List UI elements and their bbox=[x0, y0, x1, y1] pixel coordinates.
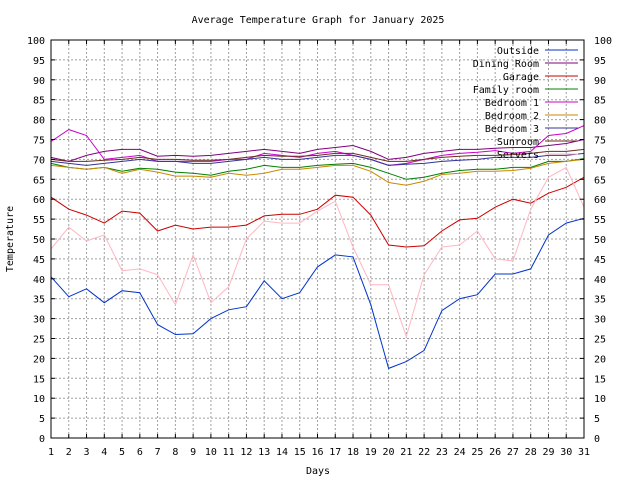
x-tick-label: 5 bbox=[119, 447, 125, 458]
y-tick-label-right: 100 bbox=[594, 36, 612, 47]
legend-label: Family room bbox=[473, 85, 539, 96]
y-axis-label: Temperature bbox=[5, 206, 16, 272]
y-tick-label-right: 35 bbox=[594, 295, 606, 306]
y-tick-label-right: 5 bbox=[594, 414, 600, 425]
y-tick-label: 100 bbox=[27, 36, 45, 47]
y-tick-label-right: 40 bbox=[594, 275, 606, 286]
y-tick-label-right: 85 bbox=[594, 96, 606, 107]
x-tick-label: 20 bbox=[383, 447, 395, 458]
x-tick-label: 9 bbox=[190, 447, 196, 458]
y-tick-label: 90 bbox=[33, 76, 45, 87]
x-tick-label: 6 bbox=[137, 447, 143, 458]
y-tick-label-right: 95 bbox=[594, 56, 606, 67]
series-line-bedroom-1 bbox=[50, 125, 585, 166]
y-tick-label: 0 bbox=[39, 434, 45, 445]
y-tick-label: 20 bbox=[33, 354, 45, 365]
x-tick-label: 10 bbox=[205, 447, 217, 458]
x-tick-label: 26 bbox=[489, 447, 501, 458]
x-tick-label: 13 bbox=[258, 447, 270, 458]
y-tick-label: 75 bbox=[33, 136, 45, 147]
y-tick-label-right: 20 bbox=[594, 354, 606, 365]
y-tick-label-right: 50 bbox=[594, 235, 606, 246]
legend-label: Bedroom 2 bbox=[485, 111, 539, 122]
y-tick-label-right: 60 bbox=[594, 195, 606, 206]
x-tick-label: 31 bbox=[578, 447, 590, 458]
legend-label: Bedroom 3 bbox=[485, 124, 539, 135]
x-tick-label: 15 bbox=[294, 447, 306, 458]
y-tick-label: 85 bbox=[33, 96, 45, 107]
series-line-dining-room bbox=[50, 139, 585, 162]
x-tick-label: 3 bbox=[84, 447, 90, 458]
series-line-bedroom-3 bbox=[50, 152, 585, 166]
x-tick-label: 7 bbox=[155, 447, 161, 458]
x-tick-label: 23 bbox=[436, 447, 448, 458]
x-tick-label: 12 bbox=[240, 447, 252, 458]
x-tick-label: 18 bbox=[347, 447, 359, 458]
y-tick-label: 35 bbox=[33, 295, 45, 306]
x-tick-label: 8 bbox=[172, 447, 178, 458]
x-tick-label: 19 bbox=[365, 447, 377, 458]
y-tick-label-right: 80 bbox=[594, 116, 606, 127]
y-tick-label: 40 bbox=[33, 275, 45, 286]
y-tick-label: 80 bbox=[33, 116, 45, 127]
y-tick-label-right: 75 bbox=[594, 136, 606, 147]
x-tick-label: 22 bbox=[418, 447, 430, 458]
legend-label: Bedroom 1 bbox=[485, 98, 539, 109]
x-tick-label: 16 bbox=[311, 447, 323, 458]
x-tick-label: 24 bbox=[454, 447, 466, 458]
legend-label: Outside bbox=[497, 46, 539, 57]
legend-label: Dining Room bbox=[473, 59, 539, 70]
x-axis-label: Days bbox=[306, 466, 330, 477]
x-tick-label: 14 bbox=[276, 447, 288, 458]
y-tick-label-right: 65 bbox=[594, 175, 606, 186]
legend-label: Sunroom bbox=[497, 137, 539, 148]
series-line-family-room bbox=[50, 158, 585, 180]
grid-lines bbox=[51, 40, 584, 438]
x-tick-label: 2 bbox=[66, 447, 72, 458]
x-tick-label: 29 bbox=[542, 447, 554, 458]
series-line-servers bbox=[50, 166, 585, 339]
y-tick-label: 55 bbox=[33, 215, 45, 226]
legend-label: Servers bbox=[497, 150, 539, 161]
x-tick-label: 11 bbox=[223, 447, 235, 458]
legend-label: Garage bbox=[503, 72, 539, 83]
series-line-garage bbox=[50, 176, 585, 248]
series-line-outside bbox=[50, 217, 585, 370]
series-line-sunroom bbox=[50, 148, 585, 162]
y-tick-label: 95 bbox=[33, 56, 45, 67]
x-tick-label: 27 bbox=[507, 447, 519, 458]
y-tick-label: 5 bbox=[39, 414, 45, 425]
y-tick-label: 70 bbox=[33, 155, 45, 166]
y-tick-label-right: 0 bbox=[594, 434, 600, 445]
y-tick-label-right: 70 bbox=[594, 155, 606, 166]
x-tick-label: 28 bbox=[525, 447, 537, 458]
y-tick-label: 25 bbox=[33, 335, 45, 346]
y-tick-label: 10 bbox=[33, 394, 45, 405]
y-tick-label: 50 bbox=[33, 235, 45, 246]
y-tick-label-right: 30 bbox=[594, 315, 606, 326]
y-tick-label: 30 bbox=[33, 315, 45, 326]
series-line-bedroom-2 bbox=[50, 158, 585, 186]
series-lines bbox=[50, 125, 585, 370]
y-tick-label-right: 15 bbox=[594, 374, 606, 385]
y-tick-label-right: 45 bbox=[594, 255, 606, 266]
y-tick-label: 60 bbox=[33, 195, 45, 206]
y-tick-label-right: 55 bbox=[594, 215, 606, 226]
x-tick-label: 25 bbox=[471, 447, 483, 458]
y-tick-label: 45 bbox=[33, 255, 45, 266]
y-tick-label-right: 25 bbox=[594, 335, 606, 346]
y-tick-label: 65 bbox=[33, 175, 45, 186]
y-tick-label-right: 10 bbox=[594, 394, 606, 405]
legend: Outside Dining Room Garage Family room Bedro… bbox=[473, 46, 578, 161]
x-tick-label: 17 bbox=[329, 447, 341, 458]
x-tick-label: 1 bbox=[48, 447, 54, 458]
x-tick-label: 30 bbox=[560, 447, 572, 458]
x-tick-label: 21 bbox=[400, 447, 412, 458]
chart-title: Average Temperature Graph for January 20… bbox=[192, 15, 445, 26]
y-tick-label: 15 bbox=[33, 374, 45, 385]
x-tick-label: 4 bbox=[101, 447, 107, 458]
y-tick-label-right: 90 bbox=[594, 76, 606, 87]
